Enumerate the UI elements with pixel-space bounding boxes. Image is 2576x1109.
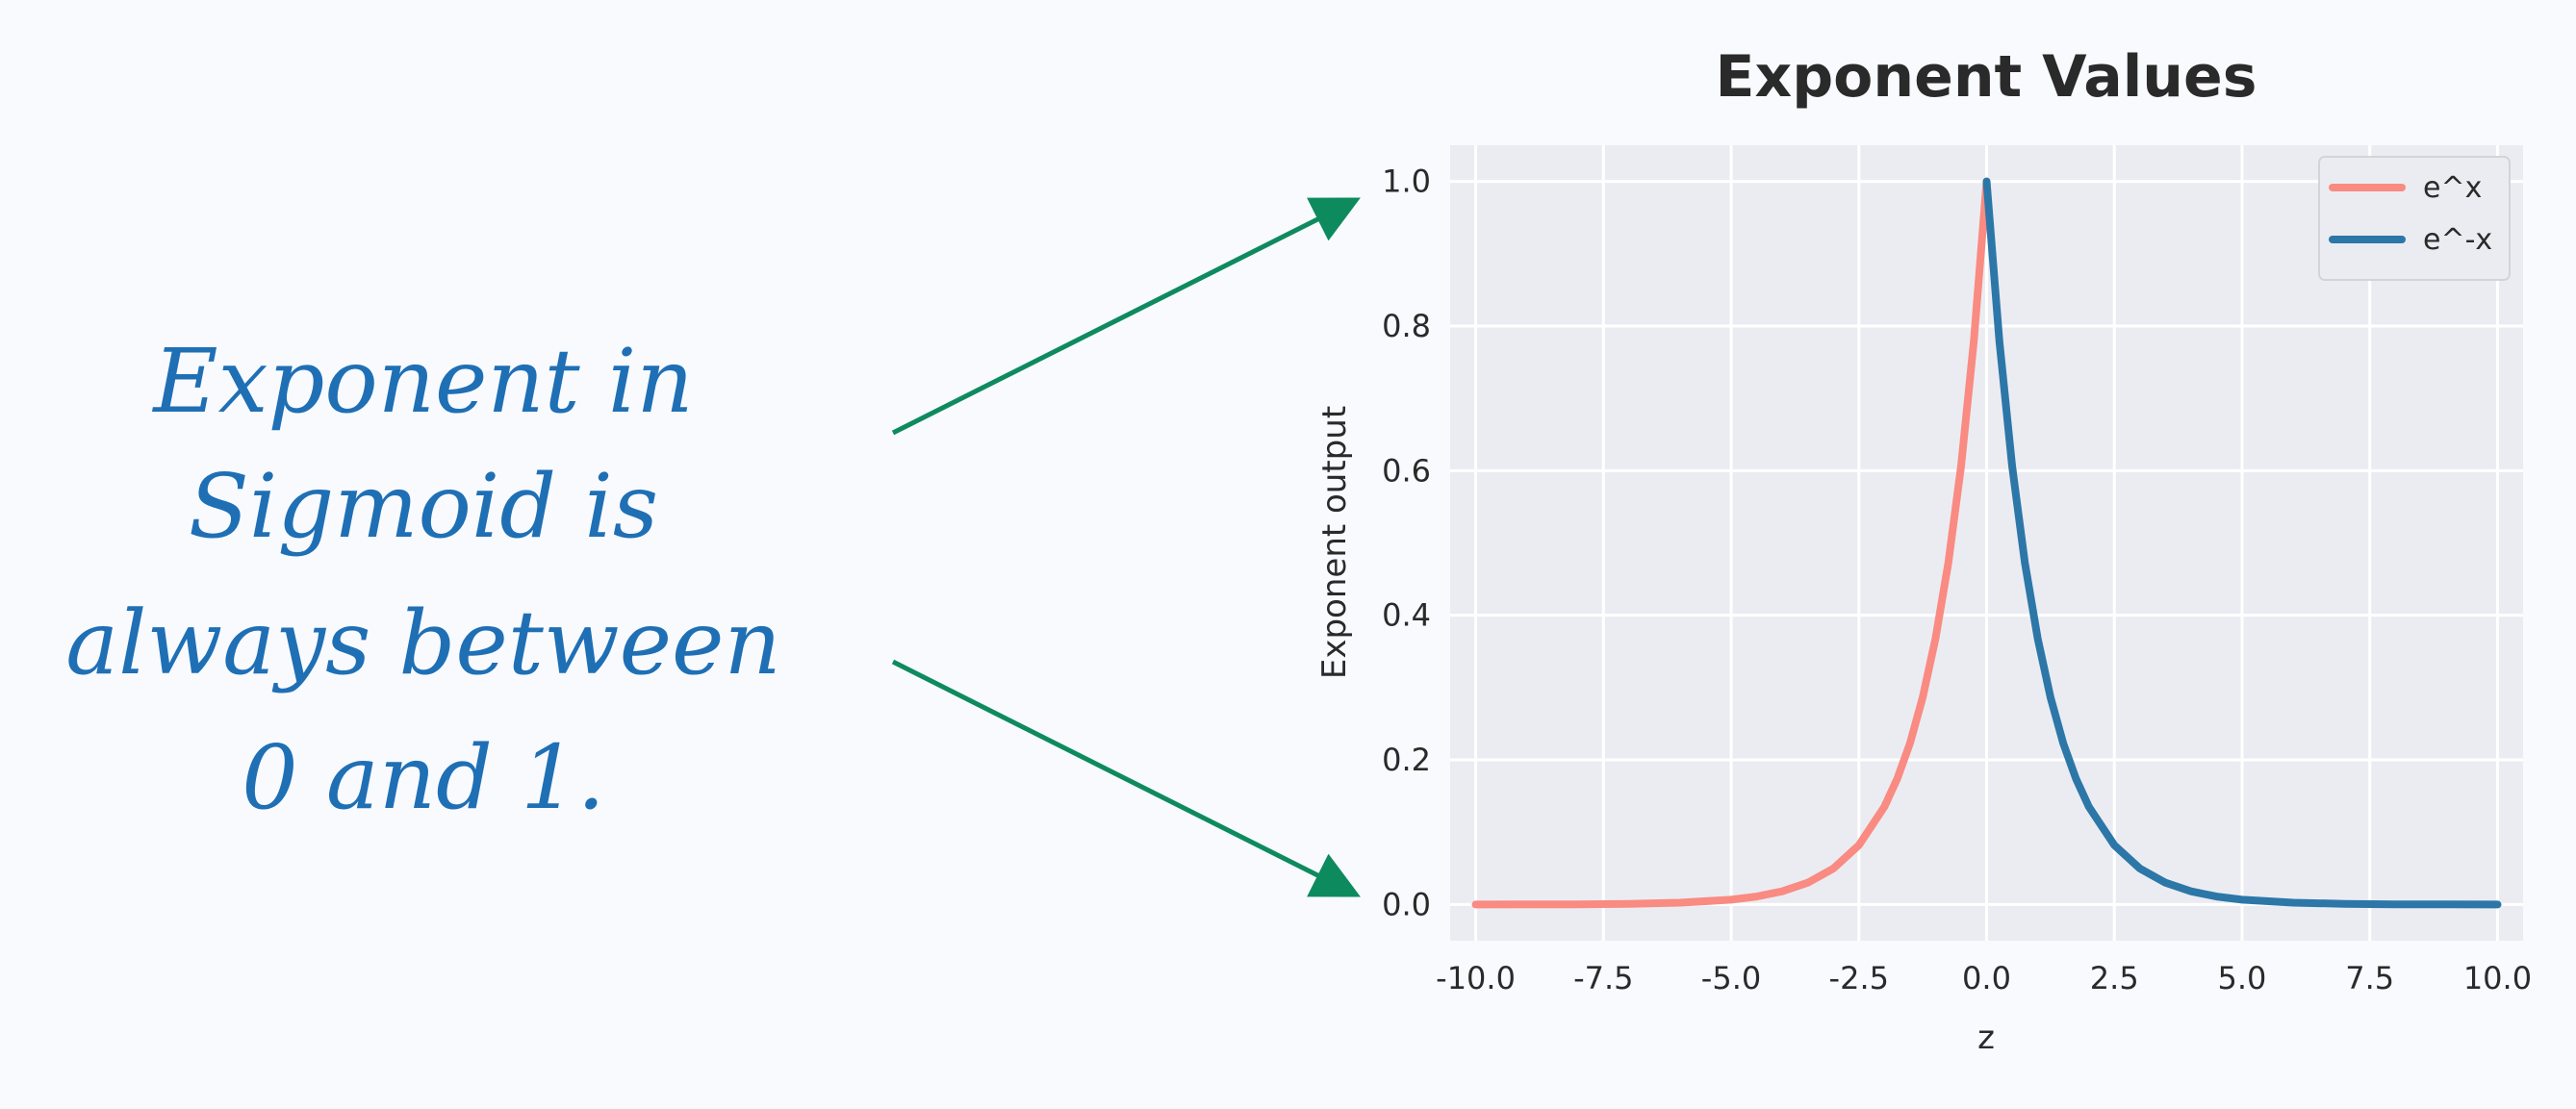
annotation-line-2: Sigmoid is (189, 455, 658, 558)
arrow-to-bottom (891, 659, 1361, 897)
x-tick-label: -5.0 (1701, 960, 1761, 996)
annotation-line-3: always between (65, 592, 781, 694)
y-axis-label: Exponent output (1315, 406, 1354, 679)
y-tick-label: 0.6 (1382, 452, 1431, 489)
annotation-line-4: 0 and 1. (242, 726, 605, 829)
y-tick-label: 0.4 (1382, 597, 1431, 634)
annotation-line-1: Exponent in (151, 330, 693, 433)
x-tick-label: 2.5 (2090, 960, 2139, 996)
y-tick-label: 1.0 (1382, 164, 1431, 200)
series-line-1 (1471, 177, 1991, 909)
series-lines (1471, 177, 2502, 909)
y-tick-label: 0.2 (1382, 742, 1431, 778)
series-line-2 (1982, 177, 2502, 909)
x-tick-label: -7.5 (1573, 960, 1633, 996)
x-tick-label: 7.5 (2345, 960, 2394, 996)
x-tick-label: 10.0 (2463, 960, 2532, 996)
legend-label: e^x (2423, 171, 2482, 205)
x-axis-label: z (1977, 1019, 1995, 1057)
x-tick-label: -2.5 (1829, 960, 1889, 996)
y-tick-labels: 0.0 0.2 0.4 0.6 0.8 1.0 (1382, 164, 1431, 923)
x-tick-label: -10.0 (1436, 960, 1516, 996)
arrow-to-top (891, 197, 1361, 436)
x-tick-labels: -10.0 -7.5 -5.0 -2.5 0.0 2.5 5.0 7.5 10.0 (1436, 960, 2532, 996)
y-tick-label: 0.8 (1382, 308, 1431, 344)
y-tick-label: 0.0 (1382, 886, 1431, 922)
chart-title: Exponent Values (1716, 43, 2257, 111)
x-tick-label: 0.0 (1962, 960, 2011, 996)
x-tick-label: 5.0 (2218, 960, 2267, 996)
legend: e^x e^-x (2318, 156, 2511, 281)
annotation: Exponent in Sigmoid is always between 0 … (65, 330, 781, 829)
legend-label: e^-x (2423, 223, 2492, 257)
